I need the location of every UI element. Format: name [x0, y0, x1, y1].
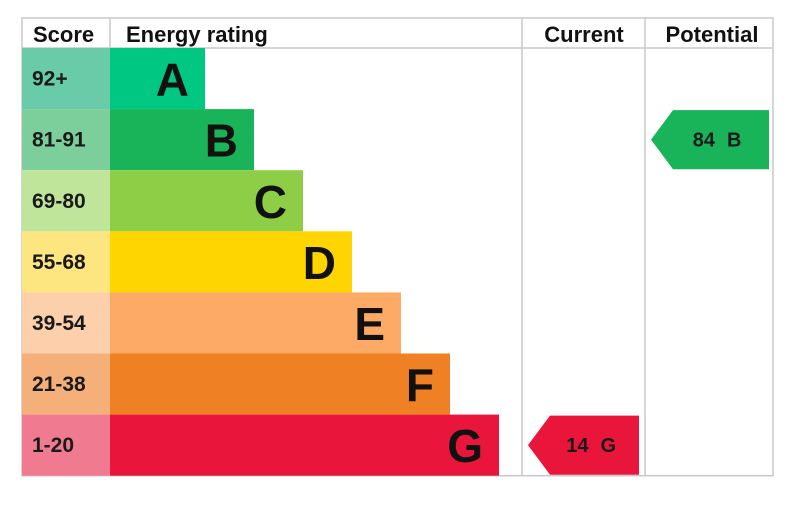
potential-rating-arrow — [651, 110, 769, 170]
band-letter-e: E — [354, 298, 385, 350]
band-e: 39-54 E — [22, 292, 401, 354]
band-letter-f: F — [406, 359, 434, 411]
score-range-g: 1-20 — [32, 434, 74, 457]
header-current: Current — [544, 22, 624, 47]
band-c: 69-80 C — [22, 170, 303, 232]
current-rating-letter: G — [601, 435, 617, 457]
band-bar-b — [110, 109, 254, 171]
band-bar-f — [110, 353, 450, 415]
current-rating-value: 14 — [566, 435, 589, 457]
score-range-d: 55-68 — [32, 251, 86, 274]
potential-rating: 84 B — [651, 110, 769, 170]
score-cell-g — [22, 414, 110, 476]
band-b: 81-91 B — [22, 109, 254, 171]
score-cell-f — [22, 353, 110, 415]
band-g: 1-20 G — [22, 414, 499, 476]
score-cell-e — [22, 292, 110, 354]
band-bar-e — [110, 292, 401, 354]
potential-rating-letter: B — [727, 130, 741, 152]
potential-rating-value: 84 — [693, 130, 716, 152]
score-range-e: 39-54 — [32, 312, 86, 335]
band-letter-d: D — [303, 237, 336, 289]
band-letter-a: A — [156, 54, 189, 106]
score-range-a: 92+ — [32, 68, 68, 91]
score-range-c: 69-80 — [32, 190, 86, 213]
header-potential: Potential — [666, 22, 759, 47]
current-rating-arrow — [528, 415, 639, 475]
band-bar-d — [110, 231, 352, 293]
header-row: Score Energy rating Current Potential — [33, 22, 758, 47]
rating-indicators: 14 G 84 B — [528, 110, 769, 475]
band-letter-b: B — [205, 115, 238, 167]
band-bar-a — [110, 48, 205, 110]
band-letter-g: G — [447, 420, 483, 472]
header-score: Score — [33, 22, 94, 47]
band-d: 55-68 D — [22, 231, 352, 293]
band-letter-c: C — [254, 176, 287, 228]
band-bar-g — [110, 414, 499, 476]
score-cell-a — [22, 48, 110, 110]
current-rating: 14 G — [528, 415, 639, 475]
rating-bands: 92+ A 81-91 B 69-80 C 55-68 D 39-54 E 21-38 F 1-20 G — [22, 48, 499, 476]
header-energy-rating: Energy rating — [126, 22, 268, 47]
band-bar-c — [110, 170, 303, 232]
score-cell-b — [22, 109, 110, 171]
band-f: 21-38 F — [22, 353, 450, 415]
score-range-b: 81-91 — [32, 129, 86, 152]
score-cell-c — [22, 170, 110, 232]
score-cell-d — [22, 231, 110, 293]
band-a: 92+ A — [22, 48, 205, 110]
score-range-f: 21-38 — [32, 373, 86, 396]
